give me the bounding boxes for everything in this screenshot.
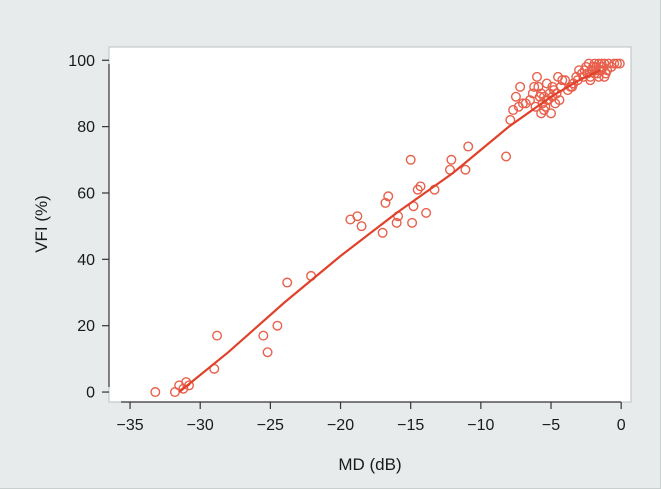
x-tick-label: −5: [542, 417, 560, 434]
x-tick-label: −35: [116, 417, 143, 434]
data-point: [446, 154, 457, 165]
data-point: [606, 61, 617, 72]
y-ticks: 0 20 40 60 80 100: [68, 53, 109, 402]
data-point: [377, 227, 388, 238]
data-point: [383, 191, 394, 202]
data-point: [596, 65, 607, 76]
data-point: [539, 105, 550, 116]
x-tick-label: −10: [467, 417, 494, 434]
x-axis-title: MD (dB): [338, 455, 401, 474]
data-point: [415, 181, 426, 192]
data-point: [560, 75, 571, 86]
data-point: [554, 95, 565, 106]
data-point: [508, 105, 519, 116]
x-tick-label: −30: [187, 417, 214, 434]
data-point: [515, 81, 526, 92]
y-tick-label: 80: [77, 119, 95, 136]
data-point: [421, 207, 432, 218]
data-point: [541, 78, 552, 89]
x-tick-label: −20: [327, 417, 354, 434]
data-point: [463, 141, 474, 152]
data-point: [258, 330, 269, 341]
y-tick-label: 60: [77, 185, 95, 202]
x-tick-label: −25: [257, 417, 284, 434]
data-point: [557, 75, 568, 86]
data-point: [150, 387, 161, 398]
data-point: [272, 320, 283, 331]
data-point: [510, 91, 521, 102]
data-point: [356, 221, 367, 232]
data-point: [501, 151, 512, 162]
data-points: [150, 58, 625, 398]
fit-line: [178, 69, 601, 393]
data-point: [407, 217, 418, 228]
data-point: [391, 217, 402, 228]
data-point: [590, 65, 601, 76]
data-point: [614, 58, 625, 69]
data-point: [282, 277, 293, 288]
data-point: [460, 164, 471, 175]
y-tick-label: 40: [77, 252, 95, 269]
data-point: [581, 61, 592, 72]
y-tick-label: 100: [68, 53, 95, 70]
data-point: [178, 383, 189, 394]
data-point: [262, 347, 273, 358]
x-tick-label: −15: [397, 417, 424, 434]
y-tick-label: 0: [86, 385, 95, 402]
data-point: [533, 81, 544, 92]
data-point: [380, 197, 391, 208]
y-tick-label: 20: [77, 318, 95, 335]
data-point: [593, 71, 604, 82]
data-point: [531, 71, 542, 82]
data-point: [352, 211, 363, 222]
x-tick-label: 0: [617, 417, 626, 434]
data-point: [541, 95, 552, 106]
axes: −35 −30 −25 −20 −15 −10 −5 0 0 20 40 60 80 100: [68, 53, 625, 434]
data-point: [183, 380, 194, 391]
data-point: [572, 75, 583, 86]
data-point: [547, 81, 558, 92]
data-point: [412, 184, 423, 195]
data-point: [405, 154, 416, 165]
data-point: [599, 71, 610, 82]
data-point: [517, 98, 528, 109]
y-axis-title: VFI (%): [32, 195, 51, 253]
data-point: [529, 81, 540, 92]
data-point: [609, 58, 620, 69]
data-point: [527, 88, 538, 99]
x-ticks: −35 −30 −25 −20 −15 −10 −5 0: [116, 402, 626, 434]
data-point: [611, 58, 622, 69]
data-point: [212, 330, 223, 341]
data-point: [588, 61, 599, 72]
